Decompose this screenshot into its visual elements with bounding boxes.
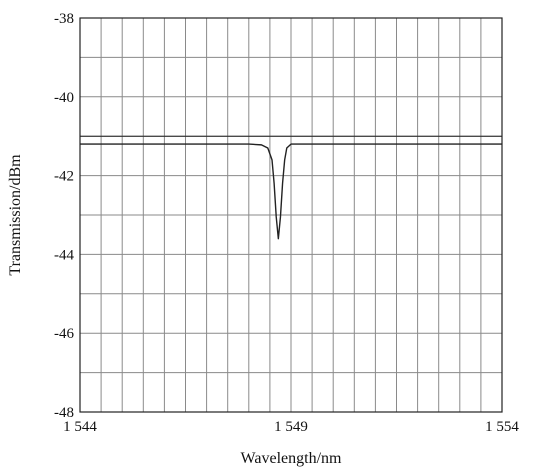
y-tick-label: -44: [54, 247, 74, 263]
y-axis-title: Transmission/dBm: [7, 154, 24, 276]
y-tick-label: -46: [54, 326, 74, 342]
y-tick-label: -42: [54, 169, 74, 185]
transmission-series-line: [80, 143, 502, 240]
y-tick-label: -40: [54, 90, 74, 106]
y-tick-label: -38: [54, 11, 74, 27]
grid-lines: [80, 18, 502, 412]
plot-frame: [79, 17, 503, 413]
x-axis-title: Wavelength/nm: [241, 450, 342, 467]
x-tick-label: 1 554: [485, 419, 519, 435]
x-tick-label: 1 544: [63, 419, 97, 435]
x-tick-label: 1 549: [274, 419, 308, 435]
series-group: [80, 143, 502, 240]
y-tick-label: -48: [54, 405, 74, 421]
y-tick-labels: -38 -40 -42 -44 -46 -48: [54, 11, 74, 421]
x-tick-labels: 1 544 1 549 1 554: [63, 419, 519, 435]
